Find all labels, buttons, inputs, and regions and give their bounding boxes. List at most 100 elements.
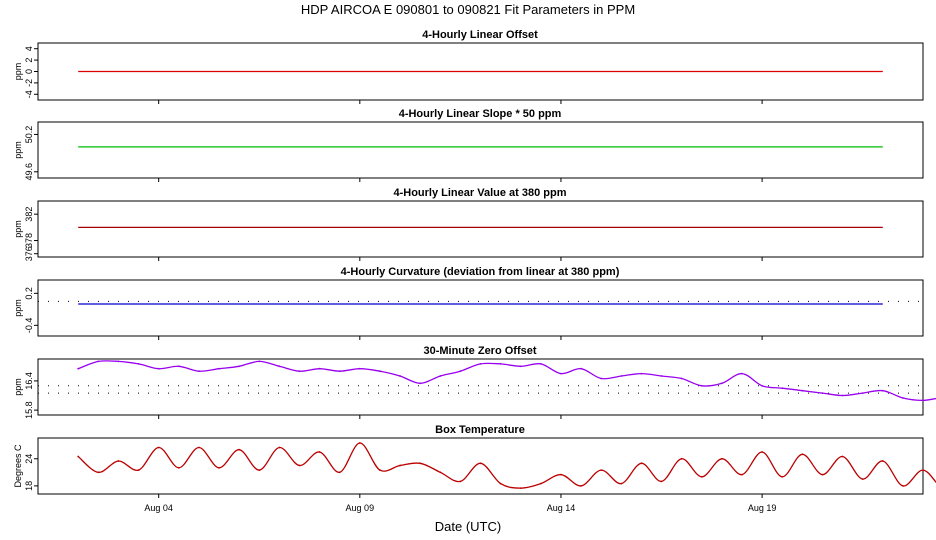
data-point bbox=[379, 469, 381, 471]
data-point bbox=[258, 469, 261, 471]
data-point bbox=[97, 471, 100, 474]
data-point bbox=[580, 367, 582, 370]
y-axis-label: ppm bbox=[13, 378, 23, 396]
data-point bbox=[922, 469, 924, 471]
data-point bbox=[600, 469, 603, 471]
y-axis-label: ppm bbox=[13, 299, 23, 317]
data-point bbox=[801, 389, 804, 392]
chart-panel: 4-Hourly Linear Offset ppm 4 2 0 -2 -4 bbox=[13, 29, 924, 104]
data-point bbox=[298, 370, 301, 373]
data-point bbox=[841, 455, 844, 458]
panel-title: 30-Minute Zero Offset bbox=[423, 345, 536, 357]
x-axis-label: Date (UTC) bbox=[435, 519, 501, 534]
data-point bbox=[77, 455, 80, 458]
data-point bbox=[922, 399, 924, 402]
figure-title: HDP AIRCOA E 090801 to 090821 Fit Parame… bbox=[301, 2, 635, 17]
data-point bbox=[198, 370, 200, 373]
plot-frame bbox=[37, 358, 924, 416]
data-point bbox=[157, 446, 160, 449]
x-tick-label: Aug 14 bbox=[547, 503, 576, 513]
data-point bbox=[318, 367, 321, 370]
data-point bbox=[298, 464, 301, 467]
data-point bbox=[499, 482, 502, 485]
y-tick-label: 378 bbox=[24, 233, 34, 248]
data-point bbox=[459, 480, 462, 483]
data-point bbox=[741, 372, 743, 375]
chart-panel: 4-Hourly Curvature (deviation from linea… bbox=[13, 266, 924, 340]
data-point bbox=[560, 473, 562, 476]
data-point bbox=[358, 442, 361, 444]
y-tick-label: -2 bbox=[24, 79, 34, 87]
data-point bbox=[177, 466, 180, 469]
data-point bbox=[680, 377, 683, 380]
x-tick-label: Aug 09 bbox=[346, 503, 375, 513]
data-point bbox=[117, 360, 120, 363]
data-point bbox=[137, 363, 140, 365]
data-point bbox=[781, 475, 784, 478]
data-point bbox=[439, 471, 442, 474]
plot-frame bbox=[37, 121, 924, 179]
series-line bbox=[77, 442, 936, 489]
data-point bbox=[640, 372, 643, 375]
data-point bbox=[741, 473, 743, 476]
data-point bbox=[620, 482, 623, 485]
y-tick-label: 0.2 bbox=[24, 287, 34, 300]
data-point bbox=[77, 367, 80, 370]
data-point bbox=[902, 485, 904, 487]
data-point bbox=[519, 365, 522, 368]
data-point bbox=[841, 394, 844, 397]
data-point bbox=[902, 397, 904, 399]
data-point bbox=[861, 478, 864, 480]
data-point bbox=[721, 382, 723, 385]
data-point bbox=[620, 375, 623, 377]
data-point bbox=[338, 370, 341, 373]
data-point bbox=[479, 363, 482, 365]
chart-panel: 30-Minute Zero Offset ppm 16.4 15.8 bbox=[13, 345, 936, 419]
y-tick-label: -4 bbox=[24, 90, 34, 98]
data-point bbox=[700, 475, 703, 478]
data-point bbox=[177, 365, 180, 368]
data-point bbox=[580, 485, 582, 487]
data-point bbox=[117, 460, 120, 462]
data-point bbox=[459, 370, 462, 373]
plot-frame bbox=[37, 437, 924, 495]
panels: 4-Hourly Linear Offsetppm420-2-44-Hourly… bbox=[13, 29, 936, 513]
data-point bbox=[399, 375, 401, 377]
plot-frame bbox=[37, 279, 924, 337]
data-point bbox=[801, 453, 804, 456]
x-tick-label: Aug 19 bbox=[748, 503, 777, 513]
data-point bbox=[560, 372, 562, 375]
y-tick-label: -0.4 bbox=[24, 318, 34, 334]
data-point bbox=[680, 457, 683, 460]
y-axis-label: ppm bbox=[13, 220, 23, 238]
data-point bbox=[218, 466, 220, 469]
data-point bbox=[700, 384, 703, 387]
x-tick-label: Aug 04 bbox=[144, 503, 173, 513]
data-point bbox=[419, 382, 422, 385]
data-point bbox=[157, 367, 160, 370]
data-point bbox=[821, 473, 824, 476]
data-point bbox=[399, 464, 401, 467]
data-point bbox=[761, 384, 763, 387]
data-point bbox=[439, 375, 442, 377]
data-point bbox=[278, 365, 281, 368]
data-point bbox=[821, 392, 824, 394]
data-point bbox=[600, 377, 603, 380]
data-point bbox=[539, 363, 542, 365]
chart-panel: Box Temperature Degrees C 24 18 bbox=[13, 424, 936, 498]
data-point bbox=[137, 469, 140, 471]
data-point bbox=[881, 460, 884, 462]
data-point bbox=[881, 389, 884, 392]
data-point bbox=[660, 375, 663, 377]
data-point bbox=[419, 462, 422, 465]
data-point bbox=[97, 360, 100, 363]
data-point bbox=[781, 387, 784, 390]
data-point bbox=[660, 480, 663, 483]
data-point bbox=[479, 462, 482, 465]
data-point bbox=[519, 487, 522, 489]
data-point bbox=[539, 482, 542, 485]
y-tick-label: 15.8 bbox=[24, 401, 34, 419]
data-point bbox=[198, 446, 200, 449]
